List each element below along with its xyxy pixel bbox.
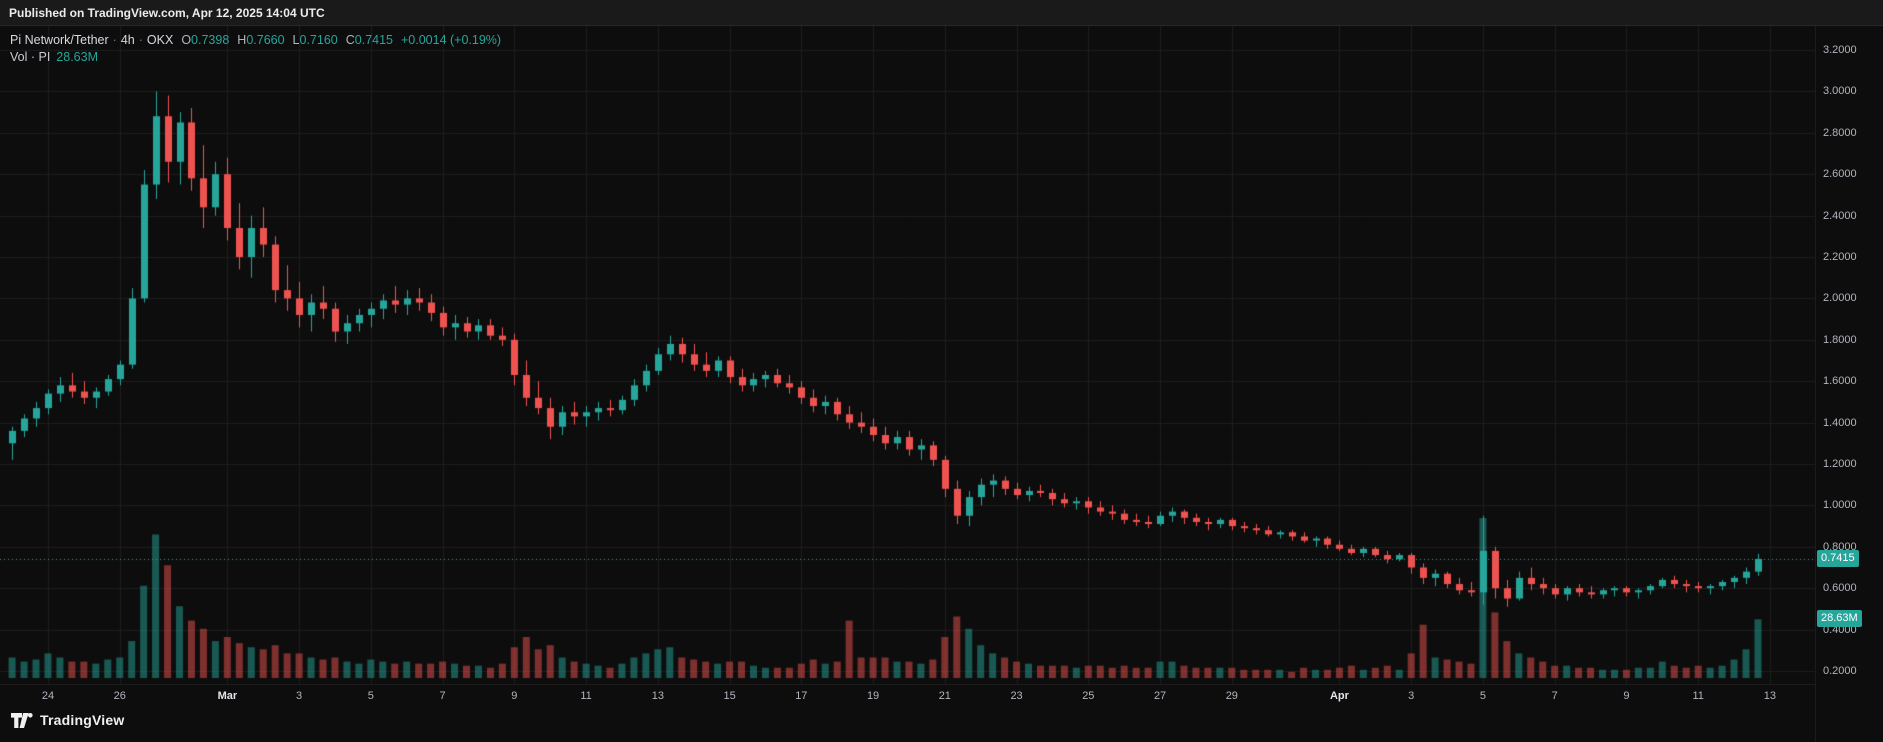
time-tick-label: 3 xyxy=(296,690,303,702)
price-tick-label: 0.2000 xyxy=(1823,665,1857,677)
time-tick-label: 9 xyxy=(511,690,518,702)
time-tick-label: 26 xyxy=(113,690,126,702)
time-tick-label: Apr xyxy=(1329,690,1349,702)
volume-label[interactable]: Vol · PI xyxy=(10,50,51,64)
time-axis[interactable]: 24 26 Mar 3 5 7 9 11 13 15 17 19 21 23 25 27 29 Apr 3 5 7 9 11… xyxy=(0,684,1815,708)
chart-legend: Pi Network/Tether · 4h · OKX O0.7398 H0.7660 L0… xyxy=(10,32,501,66)
time-tick-label: 15 xyxy=(723,690,736,702)
price-tick-label: 2.2000 xyxy=(1823,251,1857,263)
time-tick-label: 13 xyxy=(1763,690,1777,702)
open-label: O xyxy=(181,33,192,47)
low-value: 0.7160 xyxy=(299,33,338,47)
time-tick-label: 13 xyxy=(651,690,664,702)
close-label: C xyxy=(345,33,355,47)
time-tick-label: 5 xyxy=(1479,690,1486,702)
price-tick-label: 1.8000 xyxy=(1823,333,1857,346)
time-tick-label: 25 xyxy=(1082,690,1095,702)
published-banner-text: Published on TradingView.com, Apr 12, 20… xyxy=(9,5,325,20)
price-tick-label: 2.4000 xyxy=(1823,209,1857,222)
time-tick-label: 11 xyxy=(580,690,592,702)
price-tick-label: 0.8000 xyxy=(1823,540,1857,553)
time-tick-label: 29 xyxy=(1225,690,1238,702)
time-tick-label: Mar xyxy=(217,690,238,702)
legend-symbol-row: Pi Network/Tether · 4h · OKX O0.7398 H0.7660 L0… xyxy=(10,32,501,49)
price-tick-label: 1.2000 xyxy=(1823,458,1857,470)
time-tick-label: 19 xyxy=(866,690,880,702)
change-value: +0.0014 (+0.19%) xyxy=(401,33,502,47)
price-tick-label: 2.8000 xyxy=(1823,126,1857,139)
price-tick-label: 1.4000 xyxy=(1823,416,1857,429)
legend-separator: · xyxy=(112,33,117,47)
price-tick-label: 1.0000 xyxy=(1823,499,1857,512)
tradingview-logo-icon xyxy=(11,712,33,728)
price-tick-label: 0.6000 xyxy=(1823,582,1857,595)
high-value: 0.7660 xyxy=(246,33,285,47)
price-tick-label: 3.0000 xyxy=(1823,85,1857,98)
time-tick-label: 5 xyxy=(367,690,374,702)
price-tick-label: 3.2000 xyxy=(1823,44,1857,56)
price-tick-label: 1.6000 xyxy=(1823,375,1857,388)
symbol-title[interactable]: Pi Network/Tether xyxy=(10,33,109,47)
time-tick-label: 21 xyxy=(938,690,951,702)
price-axis[interactable]: 3.2000 3.0000 2.8000 2.6000 2.4000 2.2000 2.00… xyxy=(1815,0,1883,742)
time-tick-label: 24 xyxy=(41,690,55,702)
last-price-badge: 0.7415 xyxy=(1817,549,1859,567)
close-value: 0.7415 xyxy=(354,33,393,47)
exchange-label[interactable]: OKX xyxy=(146,33,174,47)
interval-label[interactable]: 4h xyxy=(120,33,135,47)
time-tick-label: 3 xyxy=(1408,690,1415,702)
legend-volume-row: Vol · PI 28.63M xyxy=(10,49,501,66)
price-tick-label: 2.6000 xyxy=(1823,168,1857,181)
price-tick-label: 2.0000 xyxy=(1823,292,1857,305)
time-tick-label: 23 xyxy=(1010,690,1023,702)
last-volume-badge: 28.63M xyxy=(1817,610,1862,628)
high-label: H xyxy=(237,33,247,47)
time-tick-label: 27 xyxy=(1153,690,1167,702)
legend-separator: · xyxy=(138,33,143,47)
published-banner: Published on TradingView.com, Apr 12, 20… xyxy=(0,0,1883,26)
volume-value: 28.63M xyxy=(56,50,98,64)
time-tick-label: 11 xyxy=(1692,690,1704,702)
time-tick-label: 7 xyxy=(1551,690,1558,702)
time-tick-label: 7 xyxy=(439,690,446,702)
tradingview-wordmark: TradingView xyxy=(40,712,125,728)
time-tick-label: 17 xyxy=(795,690,808,702)
tradingview-logo[interactable]: TradingView xyxy=(11,712,124,728)
open-value: 0.7398 xyxy=(191,33,230,47)
time-tick-label: 9 xyxy=(1623,690,1630,702)
low-label: L xyxy=(292,33,300,47)
